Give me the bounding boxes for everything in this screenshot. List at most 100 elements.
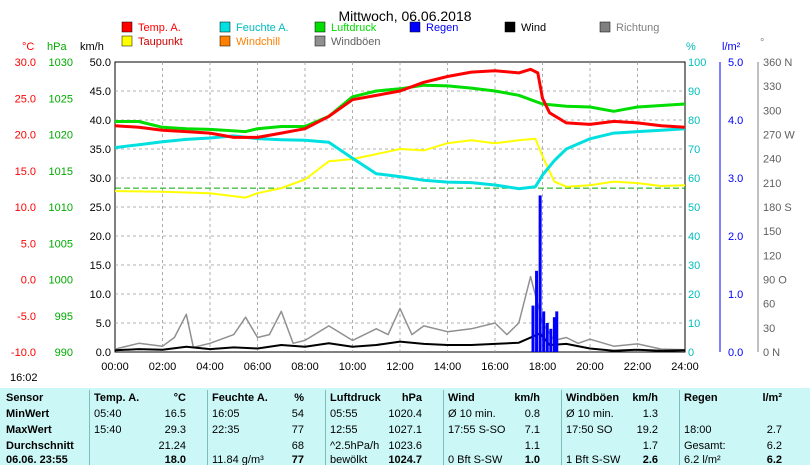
tick-time: 08:00 (291, 361, 319, 373)
tick-temp: 10.0 (15, 202, 36, 214)
tick-press: 1015 (49, 166, 73, 178)
tick-time: 10:00 (339, 361, 367, 373)
legend-label: Luftdruck (331, 22, 377, 34)
table-cell: Ø 10 min. (448, 408, 496, 420)
series-taupunkt (114, 137, 686, 199)
table-cell: l/m² (762, 392, 782, 404)
tick-time: 20:00 (576, 361, 604, 373)
legend-swatch (121, 21, 133, 33)
legend-swatch (219, 21, 231, 33)
tick-hum: 80 (688, 115, 700, 127)
table-cell: 16.5 (164, 408, 186, 420)
table-cell: Wind (448, 392, 475, 404)
tick-dir: 330 (763, 81, 781, 93)
table-cell: 0.8 (524, 408, 540, 420)
tick-wind: 15.0 (90, 260, 111, 272)
tick-rain: 1.0 (728, 289, 743, 301)
table-cell: Luftdruck (330, 392, 381, 404)
legend-label: Windchill (236, 36, 280, 48)
table-divider (89, 390, 90, 465)
rain-bar (545, 323, 549, 352)
table-divider (561, 390, 562, 465)
tick-wind: 5.0 (96, 318, 111, 330)
table-cell: 22:35 (212, 424, 240, 436)
tick-time: 04:00 (196, 361, 224, 373)
table-cell: °C (173, 392, 186, 404)
table-cell: 1027.1 (388, 424, 422, 436)
table-cell: 29.3 (164, 424, 186, 436)
tick-temp: 5.0 (21, 238, 36, 250)
table-divider (679, 390, 680, 465)
table-cell: km/h (632, 392, 658, 404)
table-cell: 54 (291, 408, 304, 420)
tick-dir: 270 W (763, 130, 795, 142)
axes: -10.0 -5.0 0.0 5.0 10.0 15.0 20.0 25.0 30.0 990 99… (11, 57, 795, 373)
tick-wind: 35.0 (90, 144, 111, 156)
tick-time: 18:00 (529, 361, 557, 373)
table-cell: 68 (291, 440, 304, 452)
rain-bar (542, 311, 546, 352)
legend-label: Temp. A. (138, 22, 181, 34)
legend-swatch (314, 35, 326, 47)
tick-time: 00:00 (101, 361, 129, 373)
unit-temp: °C (22, 41, 34, 53)
tick-rain: 2.0 (728, 231, 743, 243)
series-group (114, 67, 686, 352)
stats-table: Sensor Temp. A. °C Feuchte A.% Luftdruck hPa W… (0, 388, 810, 465)
table-cell: Regen (684, 392, 718, 404)
series-wind (114, 332, 686, 352)
table-cell: bewölkt (330, 454, 368, 465)
rain-bar (555, 311, 559, 352)
unit-dir: ° (760, 37, 764, 49)
table-cell: 7.1 (524, 424, 540, 436)
tick-dir: 90 O (763, 275, 787, 287)
tick-temp: 0.0 (21, 275, 36, 287)
table-cell: 11.84 g/m³ (212, 454, 264, 465)
tick-temp: 30.0 (15, 57, 36, 69)
table-cell: 12:55 (330, 424, 358, 436)
series-temp-a- (114, 67, 686, 139)
tick-rain: 4.0 (728, 115, 743, 127)
tick-hum: 90 (688, 86, 700, 98)
legend-label: Feuchte A. (236, 22, 289, 34)
table-cell: km/h (514, 392, 540, 404)
legend-swatch (314, 21, 326, 33)
legend-label: Windböen (331, 36, 381, 48)
table-cell: 05:55 (330, 408, 358, 420)
rain-bar (531, 305, 535, 352)
table-cell: 1.1 (524, 440, 540, 452)
tick-dir: 360 N (763, 57, 792, 69)
unit-press: hPa (47, 41, 67, 53)
rain-bar (552, 317, 556, 352)
rain-bar (538, 195, 542, 352)
table-cell: Windböen (566, 392, 620, 404)
table-cell: 2.7 (766, 424, 782, 436)
tick-time: 22:00 (624, 361, 652, 373)
tick-rain: 3.0 (728, 173, 743, 185)
table-cell: 1 Bft S-SW (566, 454, 621, 465)
table-divider (207, 390, 208, 465)
tick-hum: 70 (688, 144, 700, 156)
tick-rain: 5.0 (728, 57, 743, 69)
tick-press: 1020 (49, 130, 73, 142)
table-cell: 1.7 (642, 440, 658, 452)
rain-bar (535, 270, 539, 352)
table-cell: MaxWert (6, 424, 52, 436)
table-cell: 6.2 (766, 440, 782, 452)
tick-press: 990 (55, 347, 73, 359)
tick-wind: 10.0 (90, 289, 111, 301)
table-cell: 1.0 (524, 454, 540, 465)
table-cell: 16:05 (212, 408, 240, 420)
unit-wind: km/h (80, 41, 104, 53)
table-cell: 05:40 (94, 408, 122, 420)
legend: Temp. A. Feuchte A. Luftdruck Regen Wind Rich… (121, 21, 659, 48)
tick-hum: 50 (688, 202, 700, 214)
tick-rain: 0.0 (728, 347, 743, 359)
tick-temp: 15.0 (15, 166, 36, 178)
table-cell: 18.0 (164, 454, 186, 465)
legend-label: Wind (521, 22, 546, 34)
weather-chart: Mittwoch, 06.06.2018 Temp. A. Feuchte A. L… (10, 8, 795, 384)
tick-hum: 20 (688, 289, 700, 301)
tick-hum: 0 (688, 347, 694, 359)
table-cell: 18:00 (684, 424, 712, 436)
